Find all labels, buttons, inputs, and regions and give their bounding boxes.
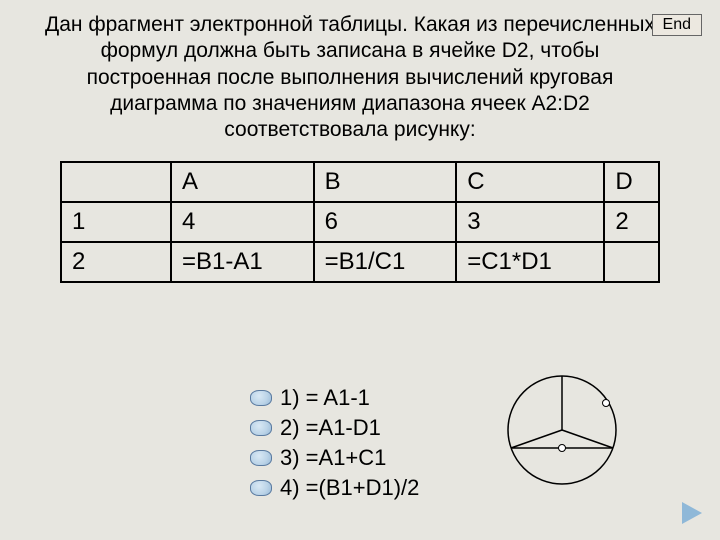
cell: 2 xyxy=(604,202,659,242)
table-row: 2 =B1-A1 =B1/C1 =C1*D1 xyxy=(61,242,659,282)
col-header: D xyxy=(604,162,659,202)
table-row: 1 4 6 3 2 xyxy=(61,202,659,242)
option-label: 4) =(B1+D1)/2 xyxy=(280,475,419,501)
option-label: 2) =A1-D1 xyxy=(280,415,381,441)
row-header: 1 xyxy=(61,202,171,242)
cell: 3 xyxy=(456,202,604,242)
pie-chart xyxy=(500,368,625,493)
option-2[interactable]: 2) =A1-D1 xyxy=(250,415,419,441)
cell: =C1*D1 xyxy=(456,242,604,282)
row-header: 2 xyxy=(61,242,171,282)
option-bullet-icon xyxy=(250,390,272,406)
col-header: A xyxy=(171,162,314,202)
option-label: 3) =A1+C1 xyxy=(280,445,386,471)
col-header: C xyxy=(456,162,604,202)
cell: =B1/C1 xyxy=(314,242,457,282)
corner-cell xyxy=(61,162,171,202)
spreadsheet-table: A B C D 1 4 6 3 2 2 =B1-A1 =B1/C1 =C1*D1 xyxy=(60,161,660,283)
col-header: B xyxy=(314,162,457,202)
option-3[interactable]: 3) =A1+C1 xyxy=(250,445,419,471)
pie-chart-icon xyxy=(500,368,625,493)
option-4[interactable]: 4) =(B1+D1)/2 xyxy=(250,475,419,501)
table-row: A B C D xyxy=(61,162,659,202)
next-arrow-icon[interactable] xyxy=(682,502,702,524)
option-bullet-icon xyxy=(250,420,272,436)
option-bullet-icon xyxy=(250,450,272,466)
cell: 6 xyxy=(314,202,457,242)
answer-options: 1) = A1-1 2) =A1-D1 3) =A1+C1 4) =(B1+D1… xyxy=(250,385,419,505)
cell: =B1-A1 xyxy=(171,242,314,282)
cell: 4 xyxy=(171,202,314,242)
end-button[interactable]: End xyxy=(652,14,702,36)
cell xyxy=(604,242,659,282)
option-label: 1) = A1-1 xyxy=(280,385,370,411)
option-1[interactable]: 1) = A1-1 xyxy=(250,385,419,411)
question-text: Дан фрагмент электронной таблицы. Какая … xyxy=(0,0,720,151)
option-bullet-icon xyxy=(250,480,272,496)
